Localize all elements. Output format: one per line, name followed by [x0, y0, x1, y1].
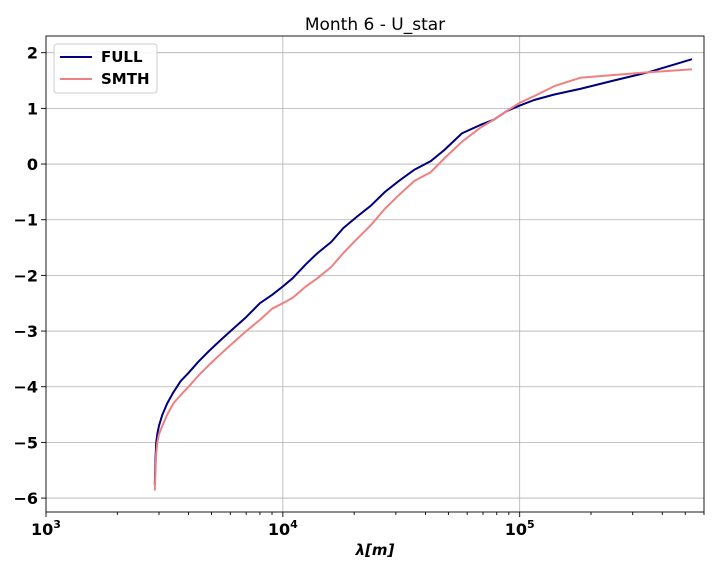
y-tick-label: −6 [13, 489, 38, 508]
y-tick-label: −5 [13, 433, 38, 452]
y-tick-label: 2 [27, 44, 38, 63]
y-tick-label: 0 [27, 155, 38, 174]
y-tick-label: −3 [13, 322, 38, 341]
chart-title: Month 6 - U_star [305, 15, 445, 35]
y-tick-label: 1 [27, 99, 38, 118]
series-layer [153, 58, 693, 491]
x-tick-label: 105 [505, 518, 535, 539]
grid-layer [46, 36, 704, 512]
series-line-smth [153, 68, 693, 491]
y-tick-label: −2 [13, 266, 38, 285]
x-tick-label: 103 [31, 518, 61, 539]
series-line-full [153, 58, 693, 486]
legend-label-smth: SMTH [101, 70, 150, 88]
plot-frame [45, 35, 705, 513]
x-axis-label: λ[m] [355, 541, 395, 559]
x-tick-label: 104 [268, 518, 298, 539]
legend-label-full: FULL [101, 48, 143, 66]
legend: FULL SMTH [53, 43, 158, 94]
y-tick-label: −4 [13, 378, 38, 397]
tick-layer: 2 1 0 −1 −2 −3 −4 −5 −6 103 104 105 [13, 44, 705, 539]
y-tick-label: −1 [13, 211, 38, 230]
